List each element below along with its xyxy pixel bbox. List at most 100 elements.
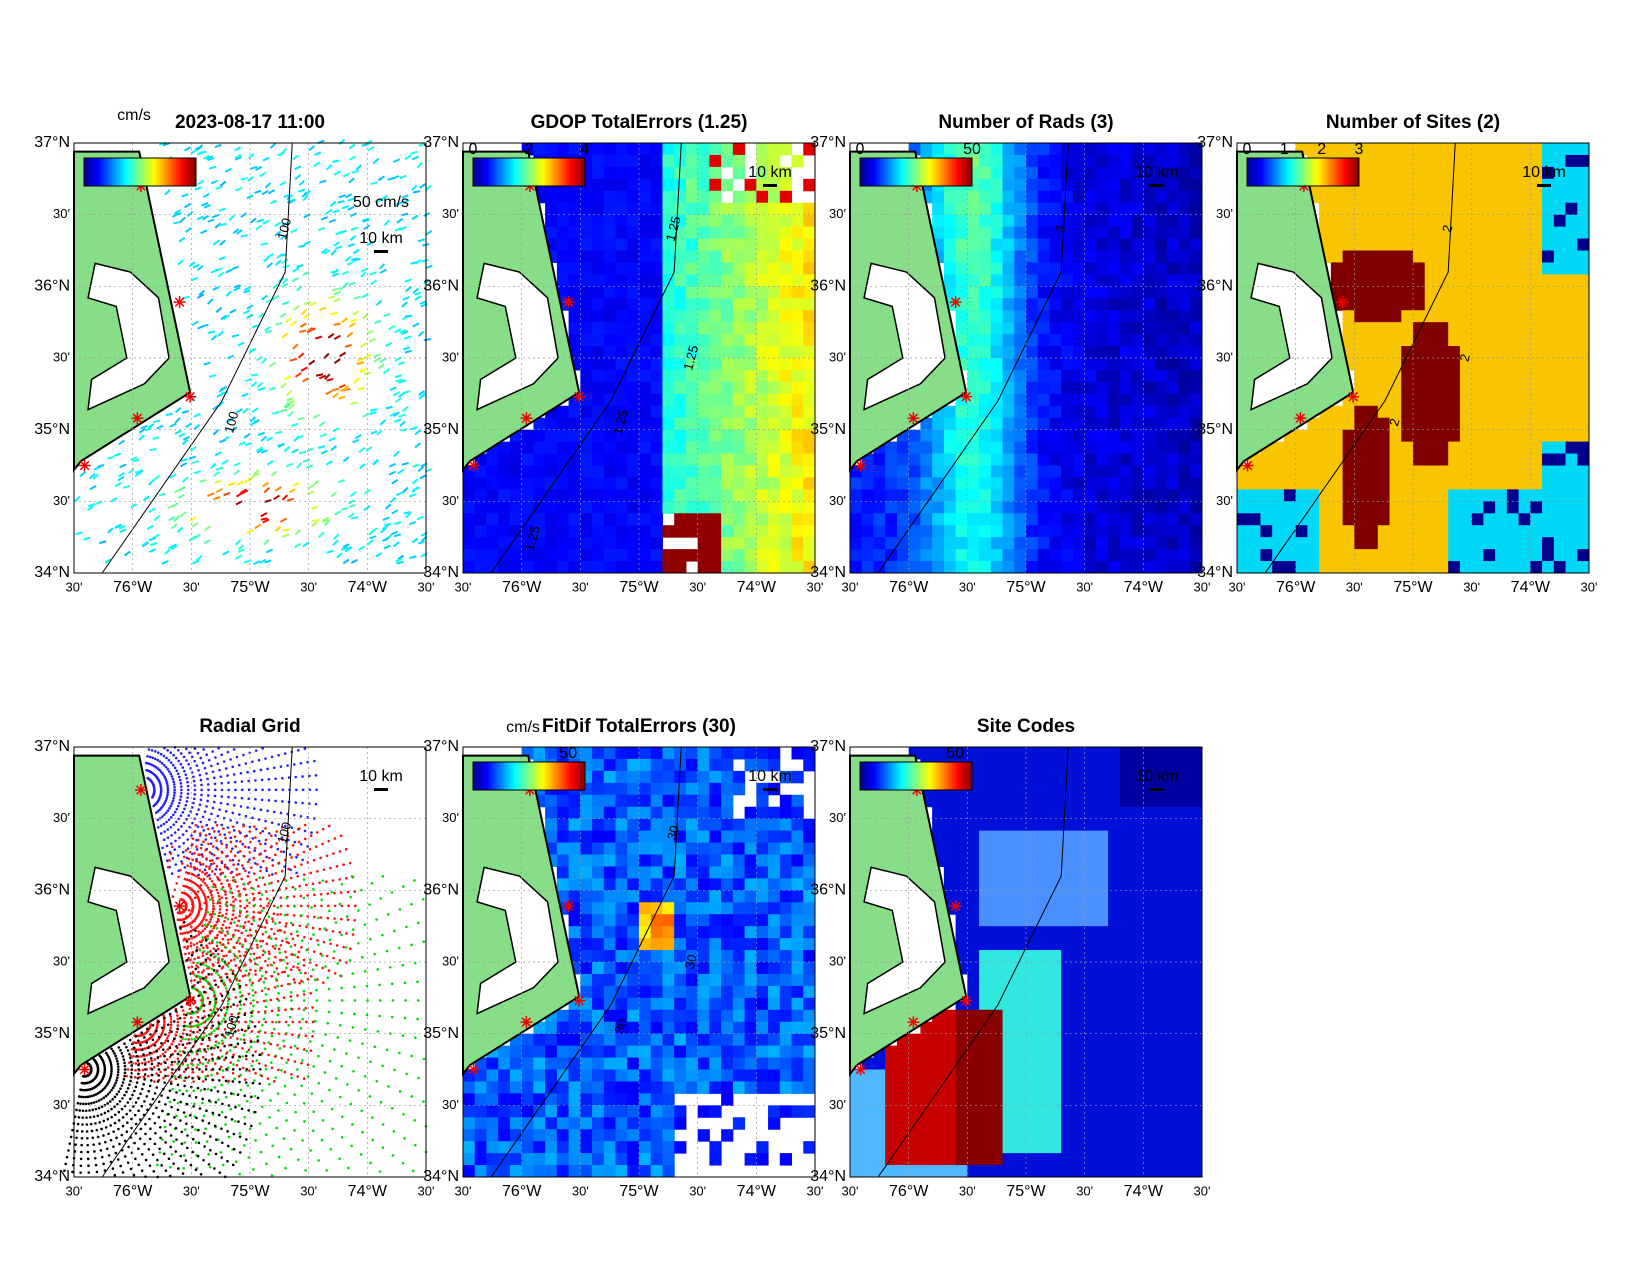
- current-vector: [299, 181, 304, 186]
- grid-cell: [592, 394, 604, 406]
- grid-cell: [1049, 466, 1061, 478]
- grid-cell: [557, 262, 569, 274]
- current-vector: [204, 540, 210, 543]
- grid-cell: [1026, 394, 1038, 406]
- radial-point: [199, 757, 202, 760]
- radial-point: [227, 789, 230, 792]
- grid-cell: [616, 358, 628, 370]
- grid-cell: [1354, 358, 1366, 370]
- grid-cell: [745, 334, 757, 346]
- grid-cell: [991, 466, 1003, 478]
- current-vector: [384, 314, 391, 316]
- grid-cell: [1460, 155, 1472, 167]
- current-vector: [280, 410, 287, 412]
- grid-cell: [545, 561, 557, 573]
- grid-cell: [557, 537, 569, 549]
- grid-cell: [1132, 537, 1144, 549]
- radial-point: [327, 905, 330, 908]
- grid-cell: [932, 215, 944, 227]
- current-vector: [115, 525, 121, 528]
- grid-cell: [651, 394, 663, 406]
- grid-cell: [1436, 394, 1448, 406]
- grid-cell: [1566, 442, 1578, 454]
- grid-cell: [1448, 298, 1460, 310]
- grid-cell: [1096, 358, 1108, 370]
- grid-cell: [1155, 274, 1167, 286]
- grid-cell: [639, 406, 651, 418]
- radial-point: [239, 925, 242, 928]
- grid-cell: [604, 191, 616, 203]
- grid-cell: [1566, 501, 1578, 513]
- radial-point: [318, 881, 321, 884]
- grid-cell: [1003, 358, 1015, 370]
- grid-cell: [967, 322, 979, 334]
- grid-cell: [1108, 143, 1120, 155]
- grid-cell: [1530, 227, 1542, 239]
- current-vector: [219, 440, 226, 442]
- current-vector: [197, 152, 204, 154]
- grid-cell: [1120, 310, 1132, 322]
- scale-bar: [374, 250, 388, 253]
- grid-cell: [979, 239, 991, 251]
- current-vector: [226, 291, 231, 296]
- radial-point: [185, 759, 188, 762]
- grid-cell: [979, 501, 991, 513]
- radial-point: [268, 953, 271, 956]
- current-vector: [263, 483, 269, 487]
- grid-cell: [1003, 239, 1015, 251]
- radial-point: [274, 956, 277, 959]
- radial-point: [185, 748, 188, 751]
- current-vector: [254, 191, 261, 193]
- grid-cell: [592, 513, 604, 525]
- grid-cell: [580, 406, 592, 418]
- grid-cell: [956, 418, 968, 430]
- radial-point: [236, 821, 239, 824]
- radial-point: [220, 824, 223, 827]
- grid-cell: [1143, 286, 1155, 298]
- grid-cell: [909, 454, 921, 466]
- grid-cell: [1460, 370, 1472, 382]
- grid-cell: [1155, 549, 1167, 561]
- grid-cell: [1378, 227, 1390, 239]
- current-vector: [120, 464, 126, 467]
- grid-cell: [1003, 537, 1015, 549]
- grid-cell: [1026, 370, 1038, 382]
- grid-cell: [1026, 466, 1038, 478]
- radial-point: [173, 848, 176, 851]
- current-vector: [285, 377, 291, 380]
- grid-cell: [1401, 322, 1413, 334]
- grid-cell: [1542, 239, 1554, 251]
- current-vector: [277, 444, 284, 445]
- grid-cell: [1566, 394, 1578, 406]
- radial-point: [293, 978, 296, 981]
- grid-cell: [557, 477, 569, 489]
- grid-cell: [1554, 191, 1566, 203]
- radial-point: [279, 896, 282, 899]
- grid-cell: [1014, 334, 1026, 346]
- radial-point: [200, 799, 203, 802]
- grid-cell: [1566, 358, 1578, 370]
- grid-cell: [756, 274, 768, 286]
- grid-cell: [1354, 489, 1366, 501]
- grid-cell: [768, 561, 780, 573]
- grid-cell: [733, 262, 745, 274]
- grid-cell: [1249, 501, 1261, 513]
- radial-point: [168, 807, 171, 810]
- radial-point: [225, 912, 228, 915]
- radial-point: [219, 905, 222, 908]
- grid-cell: [1167, 334, 1179, 346]
- radial-point: [286, 905, 289, 908]
- grid-cell: [1566, 525, 1578, 537]
- grid-cell: [662, 262, 674, 274]
- grid-cell: [1566, 286, 1578, 298]
- grid-cell: [1507, 322, 1519, 334]
- radial-point: [184, 773, 187, 776]
- grid-cell: [1049, 310, 1061, 322]
- grid-cell: [1132, 418, 1144, 430]
- grid-cell: [991, 454, 1003, 466]
- grid-cell: [1096, 310, 1108, 322]
- current-vector: [123, 486, 130, 488]
- radial-point: [238, 813, 241, 816]
- grid-cell: [733, 167, 745, 179]
- radial-point: [163, 838, 166, 841]
